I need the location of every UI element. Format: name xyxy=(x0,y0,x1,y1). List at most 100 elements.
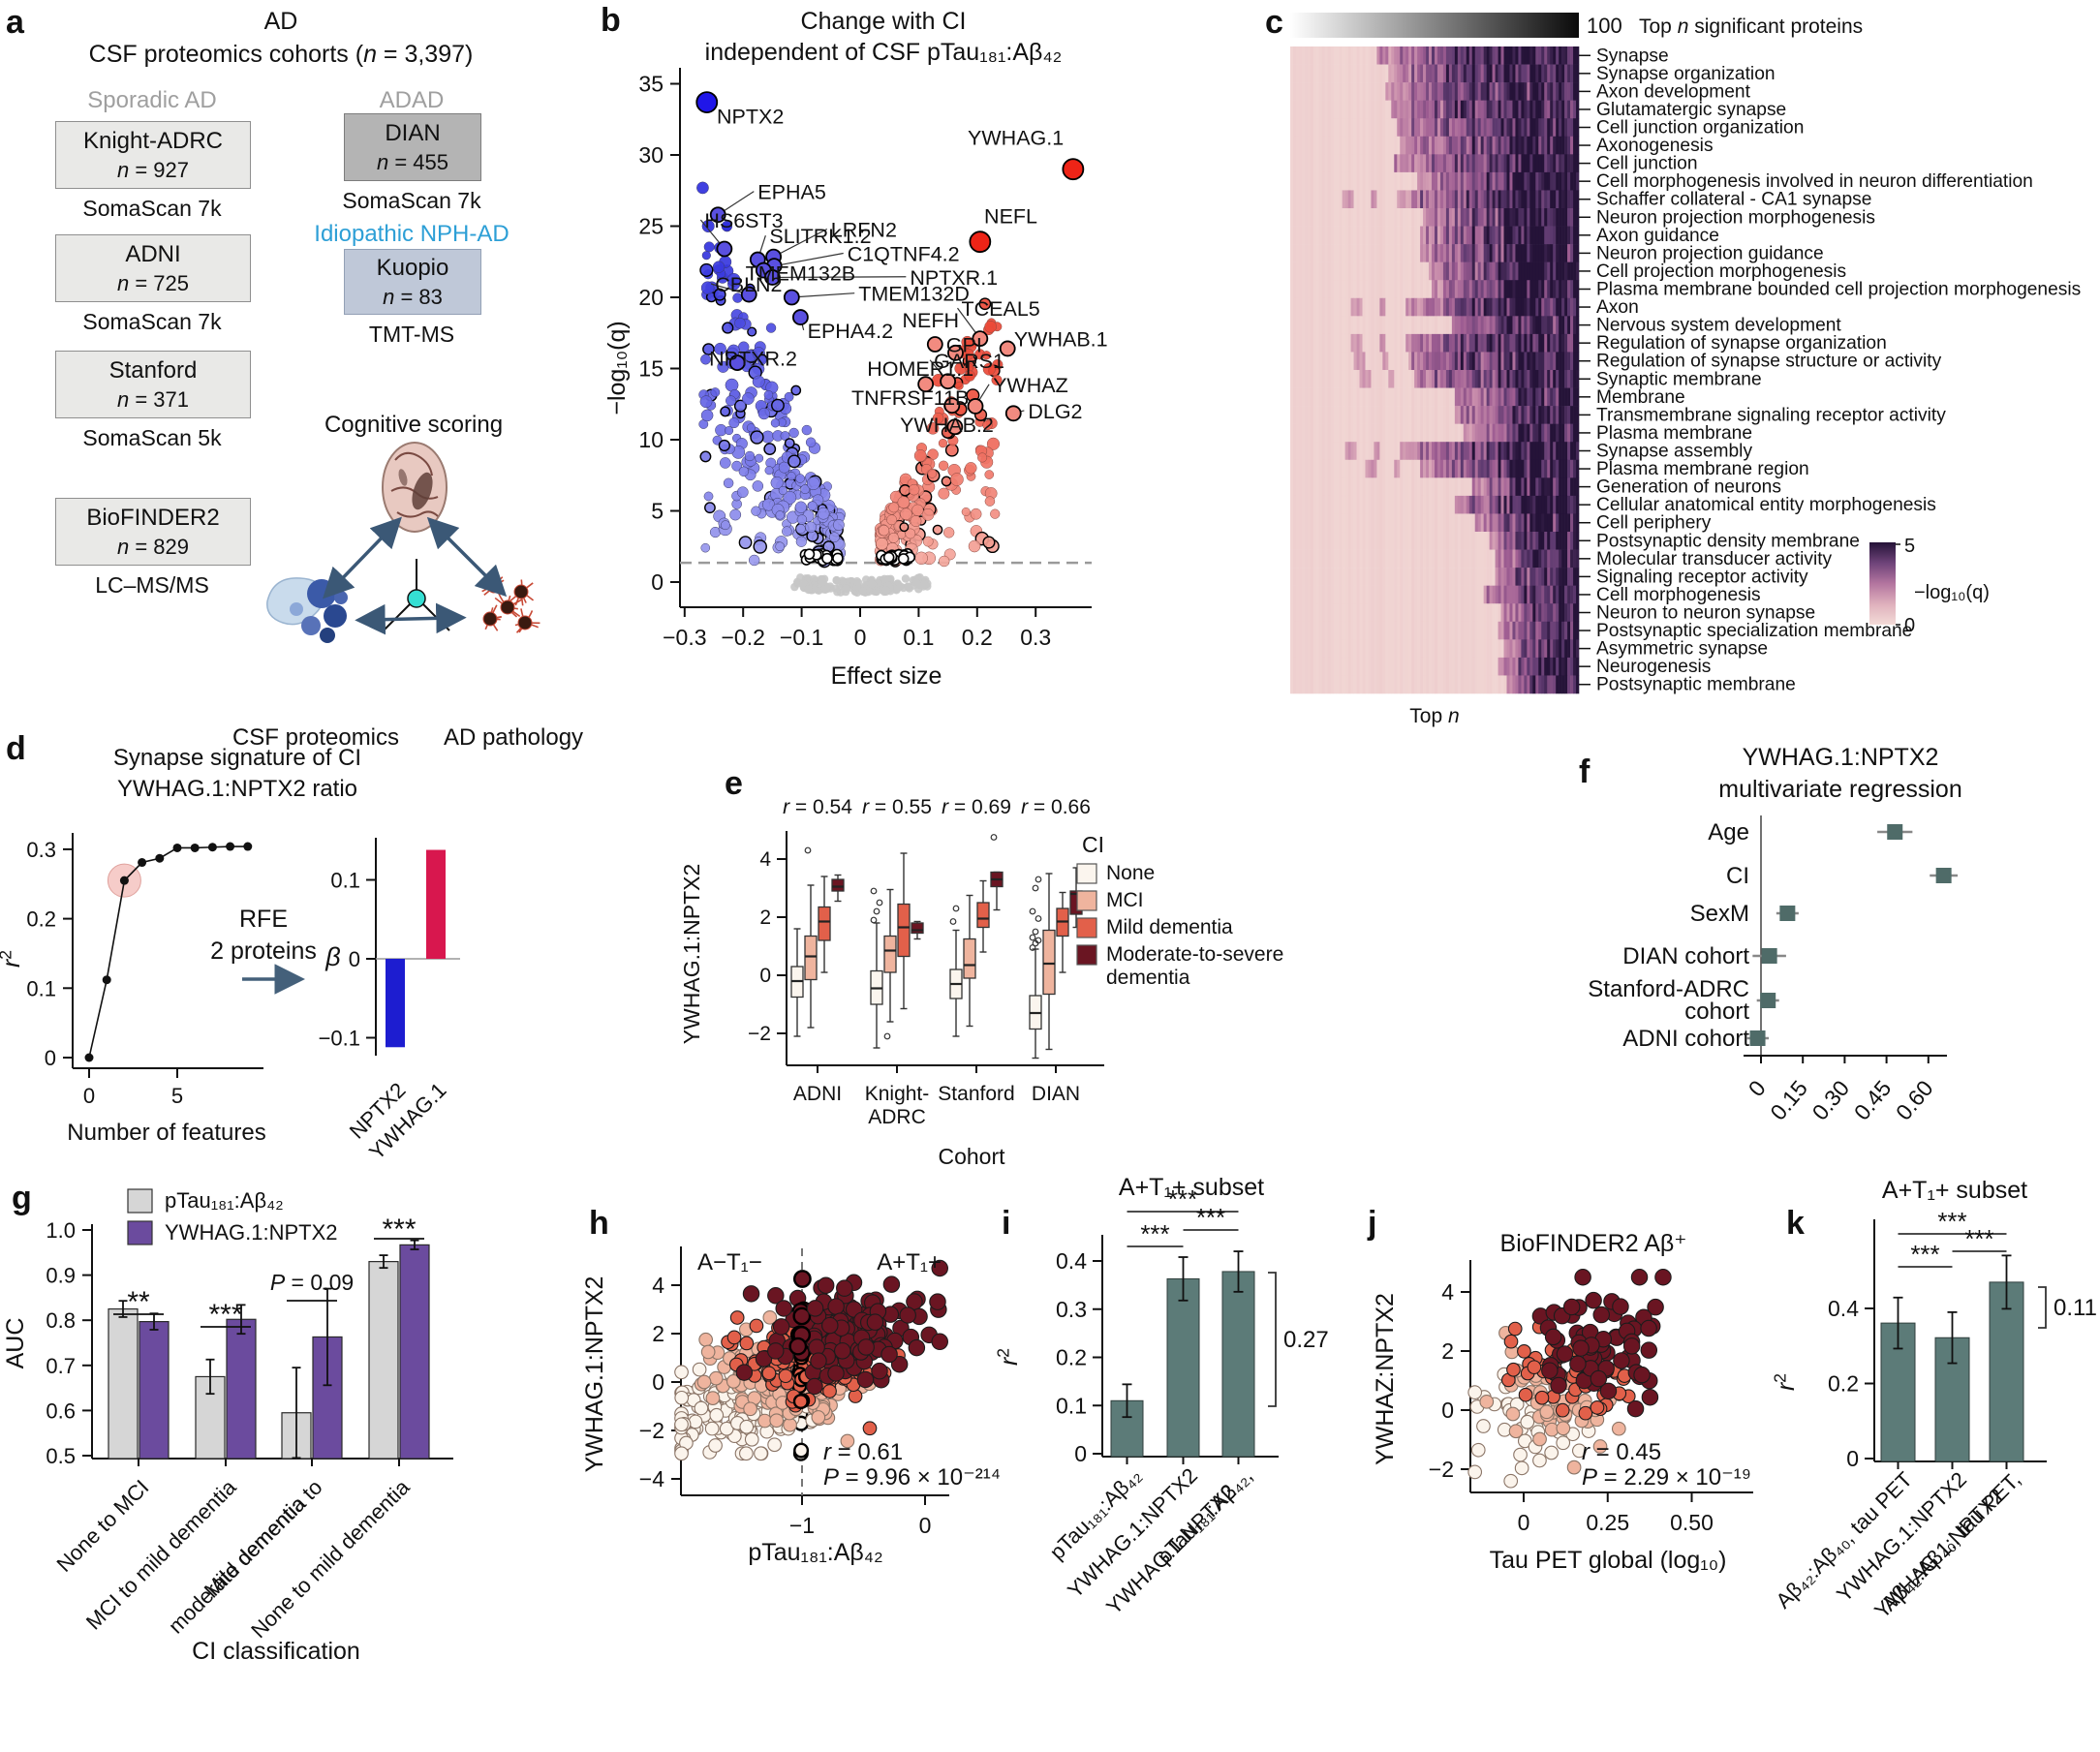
svg-text:0.15: 0.15 xyxy=(1765,1076,1812,1125)
svg-text:−2: −2 xyxy=(748,1023,771,1045)
svg-text:MCI to mild dementia: MCI to mild dementia xyxy=(81,1474,241,1634)
svg-text:0: 0 xyxy=(759,965,771,987)
sporadic-ad-header: Sporadic AD xyxy=(87,87,217,113)
csf-proteomics-icon xyxy=(266,577,348,643)
svg-text:ADNI: ADNI xyxy=(793,1083,842,1105)
svg-text:None to mild dementia: None to mild dementia xyxy=(246,1474,415,1643)
assay-label: SomaScan 5k xyxy=(82,425,222,450)
scatter-points xyxy=(1467,1269,1672,1489)
svg-text:0.1: 0.1 xyxy=(26,976,56,1000)
svg-text:YWHAG.1:NPTX2: YWHAG.1:NPTX2 xyxy=(679,864,704,1045)
svg-text:Axon guidance: Axon guidance xyxy=(1596,226,1719,246)
svg-text:TMEM132B: TMEM132B xyxy=(746,261,856,285)
svg-text:Cell junction: Cell junction xyxy=(1596,154,1698,174)
svg-text:Nervous system development: Nervous system development xyxy=(1596,316,1841,336)
cohort-n: n = 83 xyxy=(383,284,443,309)
svg-text:MCI: MCI xyxy=(1106,889,1144,911)
svg-text:None: None xyxy=(1106,862,1155,884)
assay-label: SomaScan 7k xyxy=(82,196,222,221)
cohort-n: n = 829 xyxy=(116,534,190,559)
cognitive-scoring-label: Cognitive scoring xyxy=(324,412,504,438)
panel-a-title: AD xyxy=(263,8,298,35)
svg-text:Synaptic membrane: Synaptic membrane xyxy=(1596,369,1762,389)
cohort-box-biofinder2: BioFINDER2 n = 829 xyxy=(55,498,251,566)
svg-text:Cellular anatomical entity mor: Cellular anatomical entity morphogenesis xyxy=(1596,495,1936,515)
svg-text:***: *** xyxy=(208,1299,242,1331)
panel-label-h: h xyxy=(589,1205,609,1242)
cohort-name: Stanford xyxy=(108,356,198,384)
svg-text:EPHA5: EPHA5 xyxy=(757,181,826,204)
svg-text:Neuron projection morphogenesi: Neuron projection morphogenesis xyxy=(1596,207,1875,228)
svg-text:Cell periphery: Cell periphery xyxy=(1596,513,1712,534)
cohort-box-kuopio: Kuopio n = 83 xyxy=(344,249,481,315)
scatter-points xyxy=(674,1259,948,1461)
cohort-name: BioFINDER2 xyxy=(86,504,220,531)
svg-text:Asymmetric synapse: Asymmetric synapse xyxy=(1596,639,1768,660)
svg-text:0: 0 xyxy=(1904,615,1915,636)
svg-text:GARS1: GARS1 xyxy=(934,350,1004,373)
svg-text:r = 0.54: r = 0.54 xyxy=(783,796,852,818)
svg-text:ADNI cohort: ADNI cohort xyxy=(1622,1026,1749,1052)
svg-text:Synapse signature of CI: Synapse signature of CI xyxy=(113,745,361,771)
svg-text:***: *** xyxy=(382,1214,416,1245)
svg-text:YWHAG.1:NPTX2 ratio: YWHAG.1:NPTX2 ratio xyxy=(117,776,357,802)
svg-text:SexM: SexM xyxy=(1690,901,1749,927)
svg-text:Neuron to neuron synapse: Neuron to neuron synapse xyxy=(1596,603,1815,624)
svg-text:0.7: 0.7 xyxy=(46,1354,76,1378)
cohort-n: n = 455 xyxy=(376,149,449,174)
panel-label-f: f xyxy=(1579,753,1590,790)
svg-text:NPTXR.2: NPTXR.2 xyxy=(709,348,797,371)
svg-text:TCEAL5: TCEAL5 xyxy=(961,297,1039,321)
svg-text:Plasma membrane: Plasma membrane xyxy=(1596,423,1752,444)
svg-text:Axonogenesis: Axonogenesis xyxy=(1596,136,1714,156)
svg-text:0.30: 0.30 xyxy=(1807,1076,1855,1125)
cohort-box-knight-adrc: Knight-ADRC n = 927 xyxy=(55,121,251,189)
svg-text:Stanford-ADRC: Stanford-ADRC xyxy=(1588,976,1749,1002)
panel-label-b: b xyxy=(601,2,621,39)
svg-text:multivariate regression: multivariate regression xyxy=(1718,776,1962,803)
svg-text:−0.2: −0.2 xyxy=(721,625,764,650)
svg-text:Regulation of synapse structur: Regulation of synapse structure or activ… xyxy=(1596,352,1942,372)
svg-text:0: 0 xyxy=(83,1084,95,1108)
svg-text:0: 0 xyxy=(651,569,664,595)
svg-text:Membrane: Membrane xyxy=(1596,387,1685,408)
svg-text:−log₁₀(q): −log₁₀(q) xyxy=(1914,582,1990,603)
volcano-plot: Change with CI independent of CSF pTau₁₈₁… xyxy=(603,8,1108,690)
svg-text:0: 0 xyxy=(919,1513,932,1538)
svg-text:Mild dementia: Mild dementia xyxy=(1106,916,1233,938)
svg-text:Cohort: Cohort xyxy=(938,1144,1005,1169)
adad-header: ADAD xyxy=(379,87,445,113)
svg-text:Glutamatergic synapse: Glutamatergic synapse xyxy=(1596,100,1786,120)
svg-text:Postsynaptic membrane: Postsynaptic membrane xyxy=(1596,675,1796,695)
svg-text:5: 5 xyxy=(651,499,664,524)
svg-text:Stanford: Stanford xyxy=(938,1083,1014,1105)
svg-text:Synapse assembly: Synapse assembly xyxy=(1596,442,1752,462)
cognition-proteomics-pathology-diagram xyxy=(266,442,540,643)
svg-text:5: 5 xyxy=(1904,536,1915,557)
svg-text:AUC: AUC xyxy=(2,1318,29,1369)
svg-text:Generation of neurons: Generation of neurons xyxy=(1596,477,1781,498)
svg-text:β: β xyxy=(324,942,340,971)
go-enrichment-heatmap: 100 Top n significant proteinsSynapseSyna… xyxy=(1290,13,2081,727)
svg-text:Postsynaptic density membrane: Postsynaptic density membrane xyxy=(1596,531,1860,551)
svg-text:dementia: dementia xyxy=(1106,967,1190,989)
svg-text:Cell projection morphogenesis: Cell projection morphogenesis xyxy=(1596,261,1846,282)
svg-text:Plasma membrane bounded cell p: Plasma membrane bounded cell projection … xyxy=(1596,280,2081,300)
svg-text:Cell morphogenesis involved in: Cell morphogenesis involved in neuron di… xyxy=(1596,171,2033,192)
svg-text:0: 0 xyxy=(1744,1076,1771,1102)
svg-text:100: 100 xyxy=(1587,14,1622,38)
svg-text:HOMER1.1: HOMER1.1 xyxy=(867,357,973,381)
svg-text:Axon: Axon xyxy=(1596,297,1639,318)
auc-bar-chart: pTau₁₈₁:Aβ₄₂ YWHAG.1:NPTX2 0.5 0.6 0.7 0.8 0.9… xyxy=(2,1188,453,1665)
svg-text:TMEM132D: TMEM132D xyxy=(858,283,970,306)
svg-text:Age: Age xyxy=(1708,819,1749,845)
svg-text:0.3: 0.3 xyxy=(26,838,56,862)
svg-text:2: 2 xyxy=(652,1321,664,1346)
svg-text:−log₁₀(q): −log₁₀(q) xyxy=(603,321,631,415)
svg-text:5: 5 xyxy=(171,1084,183,1108)
svg-text:0.8: 0.8 xyxy=(46,1308,76,1333)
svg-text:Neuron projection guidance: Neuron projection guidance xyxy=(1596,243,1824,263)
